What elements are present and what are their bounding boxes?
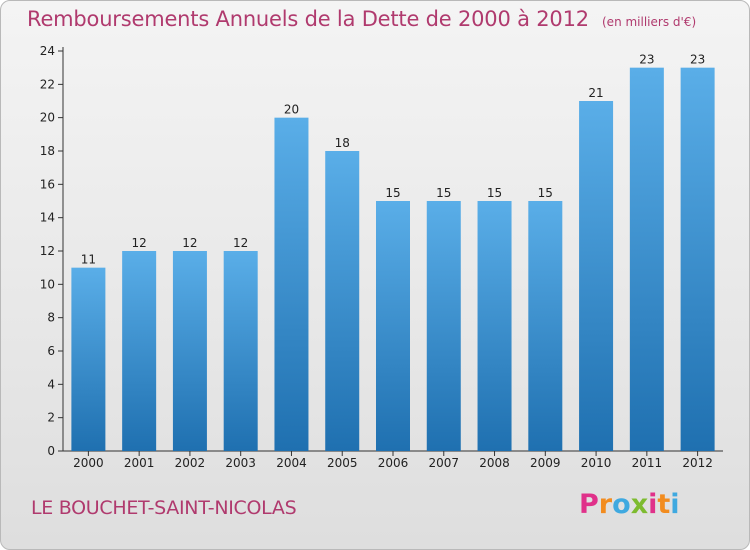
bar	[325, 151, 360, 451]
chart-unit: (en milliers d'€)	[602, 15, 697, 29]
y-tick-label: 6	[47, 344, 55, 358]
x-tick-label: 2012	[682, 456, 713, 470]
commune-name: LE BOUCHET-SAINT-NICOLAS	[31, 497, 297, 519]
y-tick-label: 4	[47, 377, 55, 391]
y-tick-label: 0	[47, 444, 55, 458]
bar-value-label: 21	[588, 86, 603, 100]
logo-letter: r	[598, 489, 613, 520]
x-tick-label: 2008	[479, 456, 510, 470]
y-tick-label: 10	[40, 277, 55, 291]
bar-value-label: 11	[81, 253, 96, 267]
x-tick-label: 2000	[73, 456, 104, 470]
logo-letter: P	[579, 489, 599, 520]
y-tick-label: 24	[40, 44, 55, 58]
logo-letter: o	[612, 489, 631, 520]
bar-value-label: 15	[436, 186, 451, 200]
x-tick-label: 2005	[327, 456, 358, 470]
x-tick-label: 2001	[124, 456, 155, 470]
y-tick-label: 20	[40, 111, 55, 125]
x-tick-label: 2004	[276, 456, 307, 470]
bar	[629, 67, 664, 452]
bar	[274, 117, 309, 452]
bar-value-label: 20	[284, 103, 299, 117]
title-row: Remboursements Annuels de la Dette de 20…	[27, 7, 696, 31]
y-tick-label: 22	[40, 77, 55, 91]
logo-letter: t	[657, 489, 671, 520]
y-tick-label: 12	[40, 244, 55, 258]
bars	[71, 67, 715, 452]
y-tick-label: 14	[40, 211, 55, 225]
bar-value-label: 23	[639, 53, 654, 67]
y-tick-label: 8	[47, 311, 55, 325]
x-tick-label: 2002	[175, 456, 206, 470]
bar-value-label: 15	[487, 186, 502, 200]
bar	[376, 201, 410, 451]
proxiti-logo[interactable]: Proxiti	[579, 489, 680, 520]
bar	[223, 251, 258, 451]
x-tick-label: 2007	[428, 456, 459, 470]
x-tick-label: 2009	[530, 456, 561, 470]
x-tick-label: 2011	[632, 456, 663, 470]
bar-labels: 11 12 12 12 20 18 15 15 15 15 21 23 23	[81, 53, 706, 267]
x-tick-label: 2006	[378, 456, 409, 470]
bar-value-label: 12	[233, 236, 248, 250]
logo-letter: i	[670, 489, 680, 520]
bar-value-label: 12	[182, 236, 197, 250]
y-tick-label: 2	[47, 411, 55, 425]
bar-value-label: 15	[538, 186, 553, 200]
bar-value-label: 15	[385, 186, 400, 200]
bar	[172, 251, 207, 451]
chart-title: Remboursements Annuels de la Dette de 20…	[27, 7, 589, 31]
bar-value-label: 23	[690, 53, 705, 67]
bar-value-label: 18	[335, 136, 350, 150]
y-tick-label: 16	[40, 177, 55, 191]
bar-value-label: 12	[132, 236, 147, 250]
bar	[426, 201, 461, 451]
y-tick-label: 18	[40, 144, 55, 158]
bar	[122, 251, 157, 451]
bar	[477, 201, 512, 451]
bar	[579, 101, 614, 451]
x-axis-ticks: 2000 2001 2002 2003 2004 2005 2006 2007 2008 2009…	[73, 451, 713, 470]
logo-letter: i	[648, 489, 658, 520]
logo-letter: x	[630, 489, 649, 520]
bar	[528, 201, 563, 451]
bar	[71, 267, 106, 451]
x-tick-label: 2010	[581, 456, 612, 470]
bar	[680, 67, 715, 452]
x-tick-label: 2003	[225, 456, 256, 470]
